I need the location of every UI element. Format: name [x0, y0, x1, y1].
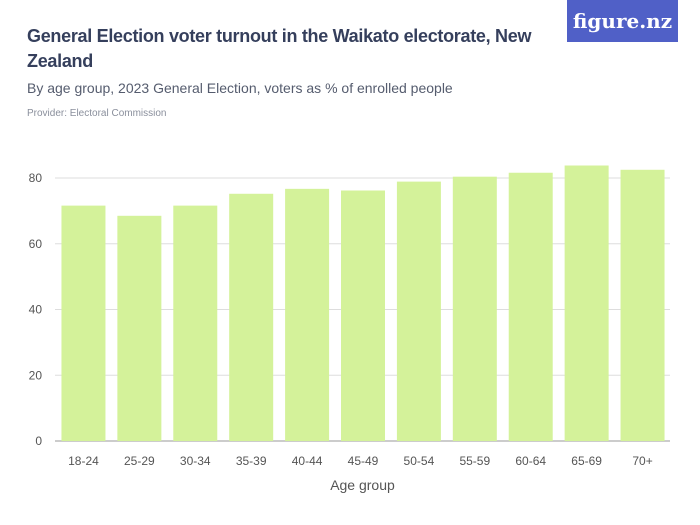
x-tick-label: 40-44	[292, 454, 323, 468]
y-tick-label: 80	[29, 171, 43, 185]
bar-70+	[620, 169, 665, 441]
x-tick-label: 60-64	[515, 454, 546, 468]
y-tick-label: 40	[29, 303, 43, 317]
x-axis-label: Age group	[330, 477, 395, 493]
bar-45-49	[341, 190, 385, 441]
provider-text: Provider: Electoral Commission	[27, 108, 167, 119]
bar-35-39	[229, 193, 274, 441]
chart-subtitle: By age group, 2023 General Election, vot…	[27, 80, 453, 96]
x-tick-label: 30-34	[180, 454, 211, 468]
chart-title: General Election voter turnout in the Wa…	[27, 26, 532, 71]
bar-60-64	[508, 172, 553, 442]
y-tick-label: 60	[29, 237, 43, 251]
x-tick-label: 55-59	[459, 454, 490, 468]
y-tick-label: 20	[29, 368, 43, 382]
x-tick-label: 50-54	[404, 454, 435, 468]
x-tick-label: 25-29	[124, 454, 155, 468]
figure-nz-logo[interactable]: figure.nz	[567, 0, 678, 42]
bar-30-34	[173, 205, 218, 441]
bar-65-69	[564, 165, 609, 441]
x-tick-label: 18-24	[68, 454, 99, 468]
bar-18-24	[61, 205, 106, 441]
x-tick-label: 65-69	[571, 454, 602, 468]
x-tick-label: 70+	[632, 454, 652, 468]
x-tick-label: 35-39	[236, 454, 267, 468]
bar-55-59	[452, 176, 497, 441]
bar-50-54	[396, 181, 441, 441]
y-tick-label: 0	[35, 434, 42, 448]
x-tick-label: 45-49	[348, 454, 379, 468]
bar-25-29	[117, 215, 162, 441]
bar-40-44	[285, 188, 330, 441]
